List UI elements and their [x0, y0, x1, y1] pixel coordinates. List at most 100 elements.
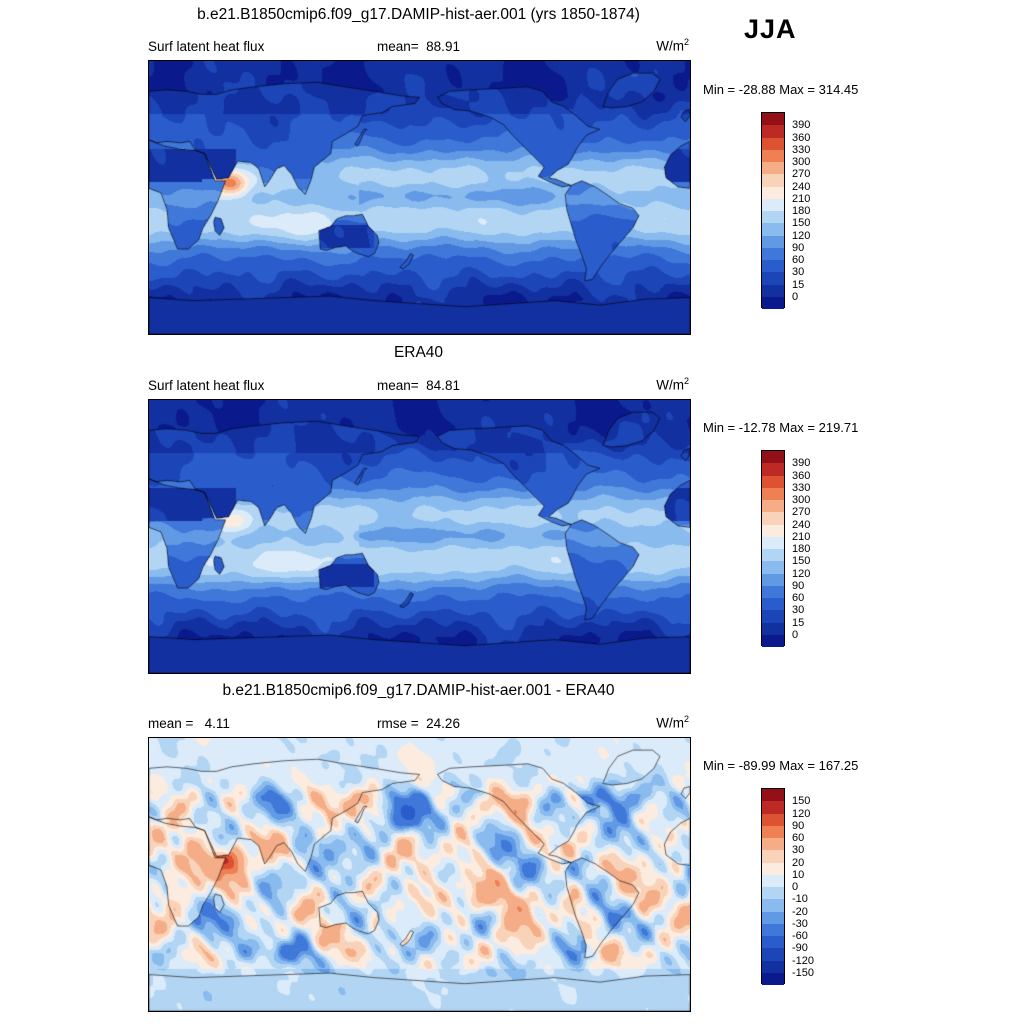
colorbar-box	[762, 622, 784, 635]
colorbar-box	[762, 874, 784, 887]
units-base: W/m	[656, 38, 684, 54]
colorbar-box	[762, 598, 784, 611]
colorbar-box	[762, 500, 784, 513]
colorbar-tick-label: -10	[792, 893, 808, 906]
colorbar-tick-label: 180	[792, 543, 811, 555]
map-model-latent-heat-flux	[148, 60, 691, 335]
colorbar-box	[762, 972, 784, 985]
colorbar-box	[762, 948, 784, 961]
colorbar-box	[762, 634, 784, 647]
panel1-mean-value: mean= 88.91	[377, 38, 460, 54]
colorbar-tick-label: 15	[792, 616, 805, 629]
panel3-minmax-label: Min = -89.99 Max = 167.25	[703, 758, 859, 773]
colorbar-box	[762, 198, 784, 211]
colorbar-tick-label: 330	[792, 481, 811, 494]
panel3-stats-row: mean = 4.11 rmse = 24.26 W/m2	[148, 714, 689, 731]
panel2-minmax-label: Min = -12.78 Max = 219.71	[703, 420, 859, 435]
panel2-field-label: Surf latent heat flux	[148, 377, 265, 393]
map-era40-latent-heat-flux	[148, 399, 691, 674]
panel1-title: b.e21.B1850cmip6.f09_g17.DAMIP-hist-aer.…	[197, 6, 640, 23]
colorbar-tick-label: 30	[792, 604, 805, 617]
colorbar-box	[762, 825, 784, 838]
colorbar-box	[762, 211, 784, 224]
panel3-colorbar: -150 -120 -90 -60 -30 -20 -10 0 10 20 30 60 90 120 150	[761, 788, 856, 998]
colorbar-tick-label: 390	[792, 119, 811, 132]
colorbar-box	[762, 296, 784, 309]
colorbar-box	[762, 475, 784, 488]
panel1-colorbar: 0 15 30 60 90 120 150 180 210 240 270 300 330 360 390	[761, 112, 856, 322]
colorbar-box	[762, 561, 784, 574]
colorbar-box	[762, 573, 784, 586]
colorbar-tick-label: -150	[792, 966, 815, 979]
colorbar-tick-label: 240	[792, 518, 811, 531]
colorbar-tick-label: -90	[792, 942, 808, 955]
colorbar-gradient	[761, 450, 785, 647]
colorbar-box	[762, 162, 784, 175]
colorbar-tick-label: 360	[792, 131, 811, 144]
colorbar-tick-label: 60	[792, 592, 805, 604]
units-base: W/m	[656, 377, 684, 393]
colorbar-box	[762, 549, 784, 562]
colorbar-tick-label: 0	[792, 628, 799, 641]
colorbar-box	[762, 487, 784, 500]
colorbar-box	[762, 235, 784, 248]
colorbar-tick-label: 120	[792, 229, 811, 242]
colorbar-gradient	[761, 112, 785, 309]
season-label: JJA	[744, 14, 797, 44]
colorbar-box	[762, 585, 784, 598]
panel3-rmse-value: rmse = 24.26	[377, 715, 460, 731]
colorbar-box	[762, 862, 784, 875]
colorbar-tick-label: -30	[792, 917, 808, 930]
colorbar-box	[762, 113, 784, 126]
units-base: W/m	[656, 715, 684, 731]
panel2-colorbar: 0 15 30 60 90 120 150 180 210 240 270 300 330 360 390	[761, 450, 856, 660]
colorbar-box	[762, 149, 784, 162]
panel3-title: b.e21.B1850cmip6.f09_g17.DAMIP-hist-aer.…	[222, 682, 615, 699]
units-exponent: 2	[683, 376, 689, 386]
colorbar-tick-label: 10	[792, 868, 805, 881]
colorbar-box	[762, 137, 784, 150]
colorbar-box	[762, 887, 784, 900]
colorbar-box	[762, 451, 784, 464]
panel2-mean-value: mean= 84.81	[377, 377, 460, 393]
colorbar-tick-label: 0	[792, 290, 799, 303]
colorbar-tick-label: 210	[792, 530, 811, 543]
colorbar-box	[762, 223, 784, 236]
panel2-stats-row: Surf latent heat flux mean= 84.81 W/m2	[148, 376, 689, 393]
colorbar-tick-label: 90	[792, 579, 805, 592]
colorbar-tick-label: 120	[792, 807, 811, 820]
colorbar-box	[762, 789, 784, 802]
colorbar-tick-label: 150	[792, 217, 811, 230]
colorbar-tick-label: -20	[792, 905, 808, 918]
colorbar-tick-label: 390	[792, 457, 811, 470]
colorbar-box	[762, 899, 784, 912]
colorbar-tick-label: 60	[792, 254, 805, 266]
colorbar-tick-label: 150	[792, 555, 811, 568]
colorbar-box	[762, 463, 784, 476]
panel1-stats-row: Surf latent heat flux mean= 88.91 W/m2	[148, 37, 689, 54]
colorbar-box	[762, 923, 784, 936]
colorbar-tick-label: 0	[792, 881, 799, 893]
colorbar-box	[762, 536, 784, 549]
colorbar-tick-label: 90	[792, 819, 805, 832]
colorbar-gradient	[761, 788, 785, 985]
panel1-field-label: Surf latent heat flux	[148, 38, 265, 54]
colorbar-tick-label: 20	[792, 856, 805, 869]
colorbar-tick-label: -120	[792, 954, 815, 967]
colorbar-tick-label: 150	[792, 795, 811, 808]
colorbar-tick-label: 360	[792, 469, 811, 482]
colorbar-tick-label: 270	[792, 168, 811, 181]
colorbar-box	[762, 272, 784, 285]
colorbar-tick-label: 90	[792, 241, 805, 254]
colorbar-box	[762, 260, 784, 273]
colorbar-box	[762, 813, 784, 826]
colorbar-tick-label: 300	[792, 156, 811, 168]
panel2-units-label: W/m2	[656, 376, 689, 393]
colorbar-tick-label: 210	[792, 192, 811, 205]
colorbar-box	[762, 838, 784, 851]
panel1-minmax-label: Min = -28.88 Max = 314.45	[703, 82, 859, 97]
colorbar-box	[762, 524, 784, 537]
colorbar-tick-label: 30	[792, 844, 805, 857]
panel2-title: ERA40	[393, 344, 444, 361]
